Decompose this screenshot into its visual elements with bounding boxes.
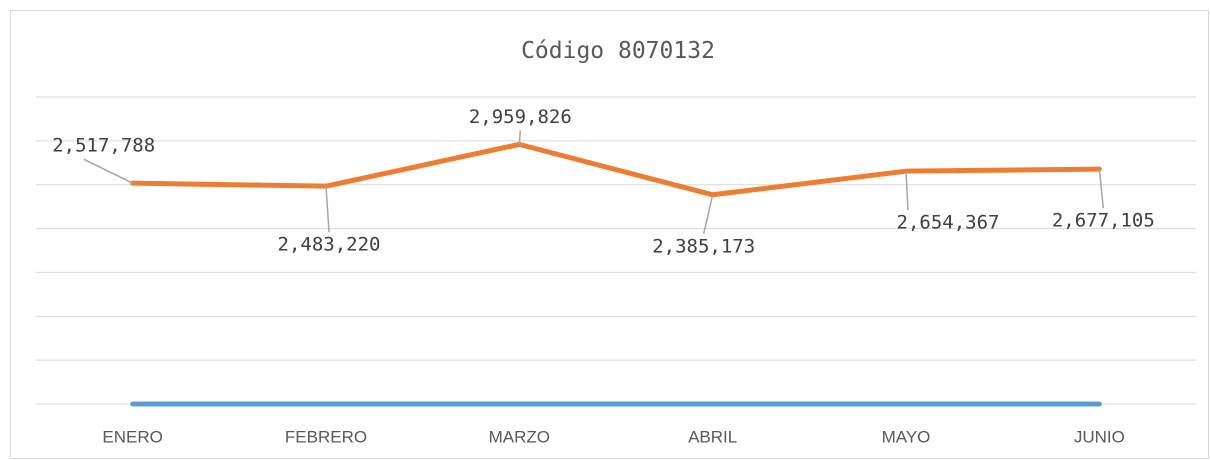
- leader-line: [325, 186, 330, 233]
- chart-title: Código 8070132: [521, 38, 715, 64]
- data-label: 2,385,173: [652, 235, 755, 257]
- data-label: 2,677,105: [1052, 210, 1155, 232]
- data-line: [130, 141, 1102, 198]
- x-tick-label: ABRIL: [688, 427, 737, 446]
- data-label: 2,483,220: [278, 234, 381, 256]
- x-tick-label: FEBRERO: [285, 427, 367, 446]
- leader-line: [518, 130, 522, 145]
- leader-line: [702, 194, 714, 234]
- data-label: 2,959,826: [469, 106, 572, 128]
- leader-line: [83, 158, 133, 184]
- data-label: 2,517,788: [52, 135, 155, 157]
- x-tick-label: JUNIO: [1074, 427, 1125, 446]
- x-tick-label: ENERO: [102, 427, 162, 446]
- x-tick-label: MAYO: [882, 427, 931, 446]
- leader-line: [905, 171, 909, 211]
- leader-line: [1098, 169, 1105, 209]
- chart-border: [10, 10, 1209, 459]
- data-label: 2,654,367: [897, 212, 1000, 234]
- x-tick-label: MARZO: [489, 427, 550, 446]
